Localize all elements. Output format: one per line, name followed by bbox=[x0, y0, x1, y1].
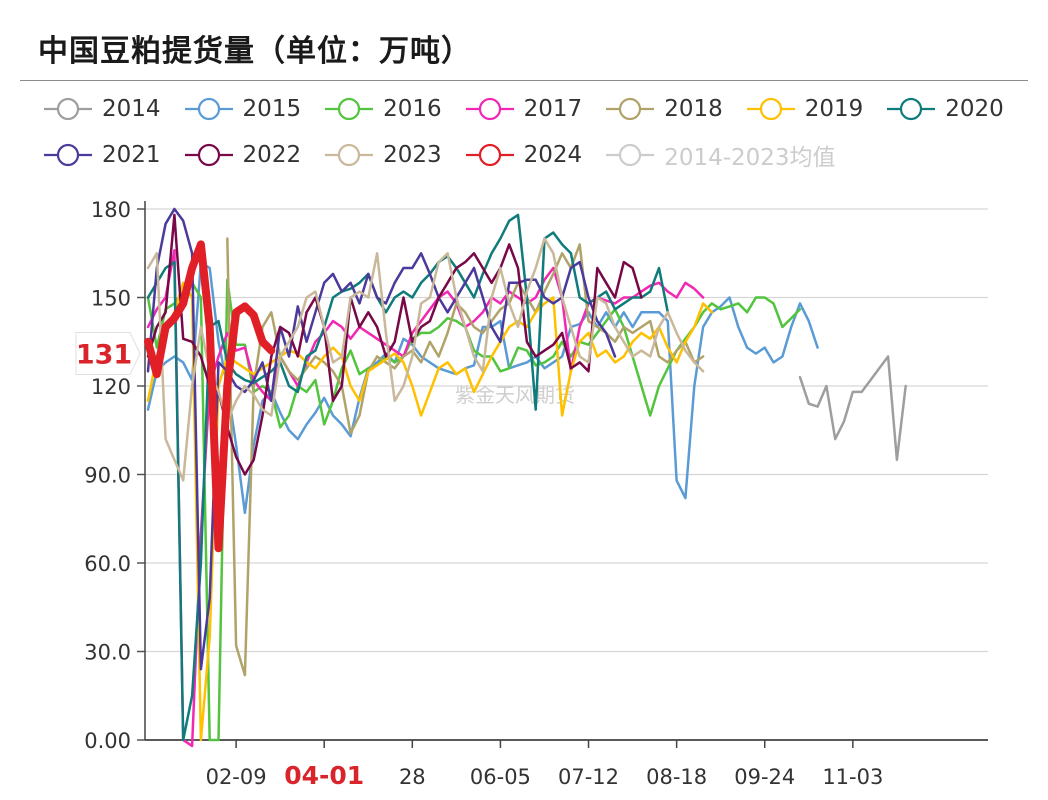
x-axis: 02-09 04-01 28 06-05 07-12 08-18 09-24 11-03 bbox=[144, 201, 988, 790]
series-line-2018 bbox=[226, 237, 705, 677]
series-line-2020 bbox=[146, 213, 670, 742]
x-tick-label: 07-12 bbox=[558, 765, 619, 789]
legend-item-2024[interactable]: 2024 bbox=[464, 142, 583, 168]
legend-label: 2018 bbox=[664, 96, 723, 122]
y-tick-label: 60.0 bbox=[84, 552, 131, 576]
legend-line-circle-icon bbox=[465, 143, 514, 167]
current-value-marker: 131 bbox=[75, 332, 141, 376]
legend-item-2020[interactable]: 2020 bbox=[885, 96, 1004, 122]
series-line-2019 bbox=[146, 281, 714, 742]
y-tick-label: 150 bbox=[91, 287, 131, 311]
legend-line-circle-icon bbox=[184, 143, 233, 167]
legend-line-circle-icon bbox=[746, 97, 795, 121]
legend-line-circle-icon bbox=[606, 143, 655, 167]
legend-item-2022[interactable]: 2022 bbox=[183, 142, 302, 168]
legend-item-2019[interactable]: 2019 bbox=[745, 96, 864, 122]
legend-item-2018[interactable]: 2018 bbox=[604, 96, 723, 122]
legend-label: 2014 bbox=[102, 96, 161, 122]
legend-label: 2016 bbox=[383, 96, 442, 122]
legend-label: 2022 bbox=[242, 142, 302, 168]
legend-row: 2021 2022 2023 2024 2014-2023均值 bbox=[42, 132, 1042, 178]
chart-title: 中国豆粕提货量（单位：万吨） bbox=[38, 34, 472, 69]
x-tick-label: 09-24 bbox=[734, 765, 795, 789]
legend-line-circle-icon bbox=[184, 97, 233, 121]
x-tick-label: 02-09 bbox=[206, 765, 267, 789]
y-tick-label: 30.0 bbox=[84, 641, 131, 665]
series-line-2015 bbox=[146, 260, 819, 515]
series-line-2022 bbox=[146, 213, 643, 476]
series-line-2023 bbox=[146, 237, 705, 482]
legend-line-circle-icon bbox=[465, 97, 514, 121]
legend-item-2014-2023均值[interactable]: 2014-2023均值 bbox=[604, 138, 836, 172]
y-axis-ticks: 0.00 30.0 60.0 90.0 120 150 180 bbox=[84, 198, 145, 753]
legend-label: 2015 bbox=[242, 96, 302, 122]
legend-label: 2020 bbox=[945, 96, 1004, 122]
grid-lines bbox=[145, 208, 988, 741]
legend-label: 2019 bbox=[804, 96, 864, 122]
series-line-2014 bbox=[798, 355, 907, 462]
legend-label: 2021 bbox=[102, 142, 161, 168]
legend-item-2014[interactable]: 2014 bbox=[42, 96, 161, 122]
legend-line-circle-icon bbox=[44, 143, 92, 167]
legend-label: 2023 bbox=[383, 142, 442, 168]
y-tick-label: 0.00 bbox=[84, 729, 131, 753]
legend-line-circle-icon bbox=[606, 97, 655, 121]
x-tick-label: 28 bbox=[399, 765, 426, 789]
y-tick-label: 120 bbox=[91, 375, 131, 399]
legend-item-2021[interactable]: 2021 bbox=[42, 142, 161, 168]
watermark-text: 紫金天风期货 bbox=[455, 383, 575, 407]
legend-row: 2014 2015 2016 2017 2018 2019 2020 bbox=[42, 86, 1042, 132]
series-lines bbox=[144, 207, 907, 748]
series-line-2024 bbox=[144, 240, 276, 553]
legend-item-2016[interactable]: 2016 bbox=[323, 96, 442, 122]
y-tick-label: 180 bbox=[91, 198, 131, 222]
legend-line-circle-icon bbox=[887, 97, 936, 121]
legend: 2014 2015 2016 2017 2018 2019 2020 2021 2022 202… bbox=[42, 86, 1042, 178]
x-tick-label: 08-18 bbox=[646, 765, 707, 789]
legend-label: 2017 bbox=[523, 96, 583, 122]
legend-line-circle-icon bbox=[44, 97, 92, 121]
x-tick-label: 06-05 bbox=[470, 765, 531, 789]
legend-item-2017[interactable]: 2017 bbox=[464, 96, 583, 122]
x-tick-label: 11-03 bbox=[822, 765, 883, 789]
x-tick-label: 04-01 bbox=[284, 761, 364, 790]
legend-label: 2024 bbox=[523, 142, 583, 168]
y-tick-label: 90.0 bbox=[84, 464, 131, 488]
legend-label: 2014-2023均值 bbox=[664, 145, 836, 171]
current-value-badge bbox=[75, 332, 141, 376]
legend-line-circle-icon bbox=[325, 97, 374, 121]
legend-line-circle-icon bbox=[325, 143, 374, 167]
legend-item-2023[interactable]: 2023 bbox=[323, 142, 442, 168]
current-value-label: 131 bbox=[76, 340, 132, 371]
title-divider bbox=[20, 80, 1028, 81]
legend-item-2015[interactable]: 2015 bbox=[183, 96, 302, 122]
